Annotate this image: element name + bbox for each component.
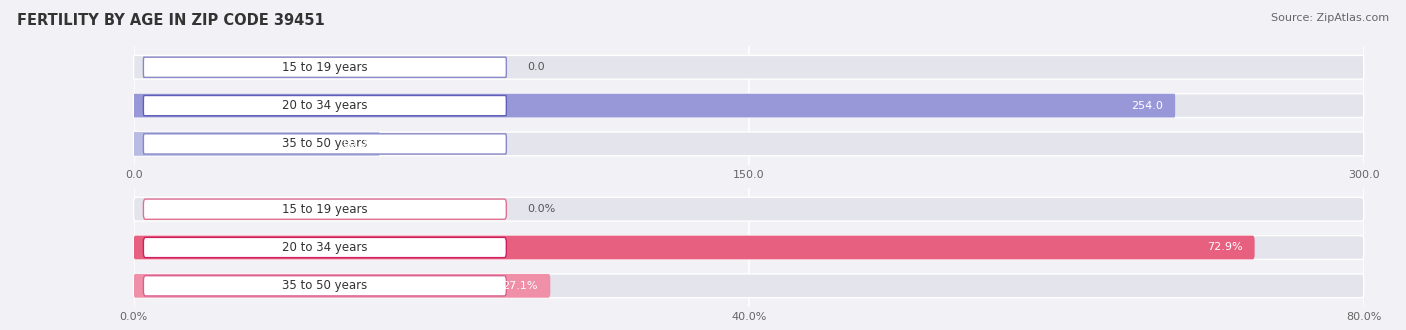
- Text: 60.0: 60.0: [343, 139, 367, 149]
- Text: Source: ZipAtlas.com: Source: ZipAtlas.com: [1271, 13, 1389, 23]
- Text: FERTILITY BY AGE IN ZIP CODE 39451: FERTILITY BY AGE IN ZIP CODE 39451: [17, 13, 325, 28]
- FancyBboxPatch shape: [143, 134, 506, 154]
- Text: 0.0: 0.0: [527, 62, 546, 72]
- Text: 0.0%: 0.0%: [527, 204, 555, 214]
- FancyBboxPatch shape: [134, 94, 1364, 117]
- FancyBboxPatch shape: [143, 199, 506, 219]
- FancyBboxPatch shape: [134, 132, 380, 156]
- FancyBboxPatch shape: [134, 274, 1364, 298]
- FancyBboxPatch shape: [143, 57, 506, 77]
- FancyBboxPatch shape: [134, 94, 1175, 117]
- FancyBboxPatch shape: [143, 237, 506, 258]
- Text: 15 to 19 years: 15 to 19 years: [283, 203, 368, 216]
- FancyBboxPatch shape: [143, 95, 506, 116]
- Text: 35 to 50 years: 35 to 50 years: [283, 137, 367, 150]
- Text: 72.9%: 72.9%: [1206, 243, 1243, 252]
- FancyBboxPatch shape: [134, 236, 1364, 259]
- Text: 254.0: 254.0: [1130, 101, 1163, 111]
- Text: 20 to 34 years: 20 to 34 years: [283, 241, 367, 254]
- FancyBboxPatch shape: [134, 236, 1254, 259]
- Text: 27.1%: 27.1%: [502, 281, 538, 291]
- FancyBboxPatch shape: [134, 132, 1364, 156]
- Text: 35 to 50 years: 35 to 50 years: [283, 279, 367, 292]
- Text: 15 to 19 years: 15 to 19 years: [283, 61, 368, 74]
- FancyBboxPatch shape: [134, 55, 1364, 79]
- FancyBboxPatch shape: [143, 276, 506, 296]
- FancyBboxPatch shape: [134, 274, 550, 298]
- Text: 20 to 34 years: 20 to 34 years: [283, 99, 367, 112]
- FancyBboxPatch shape: [134, 197, 1364, 221]
